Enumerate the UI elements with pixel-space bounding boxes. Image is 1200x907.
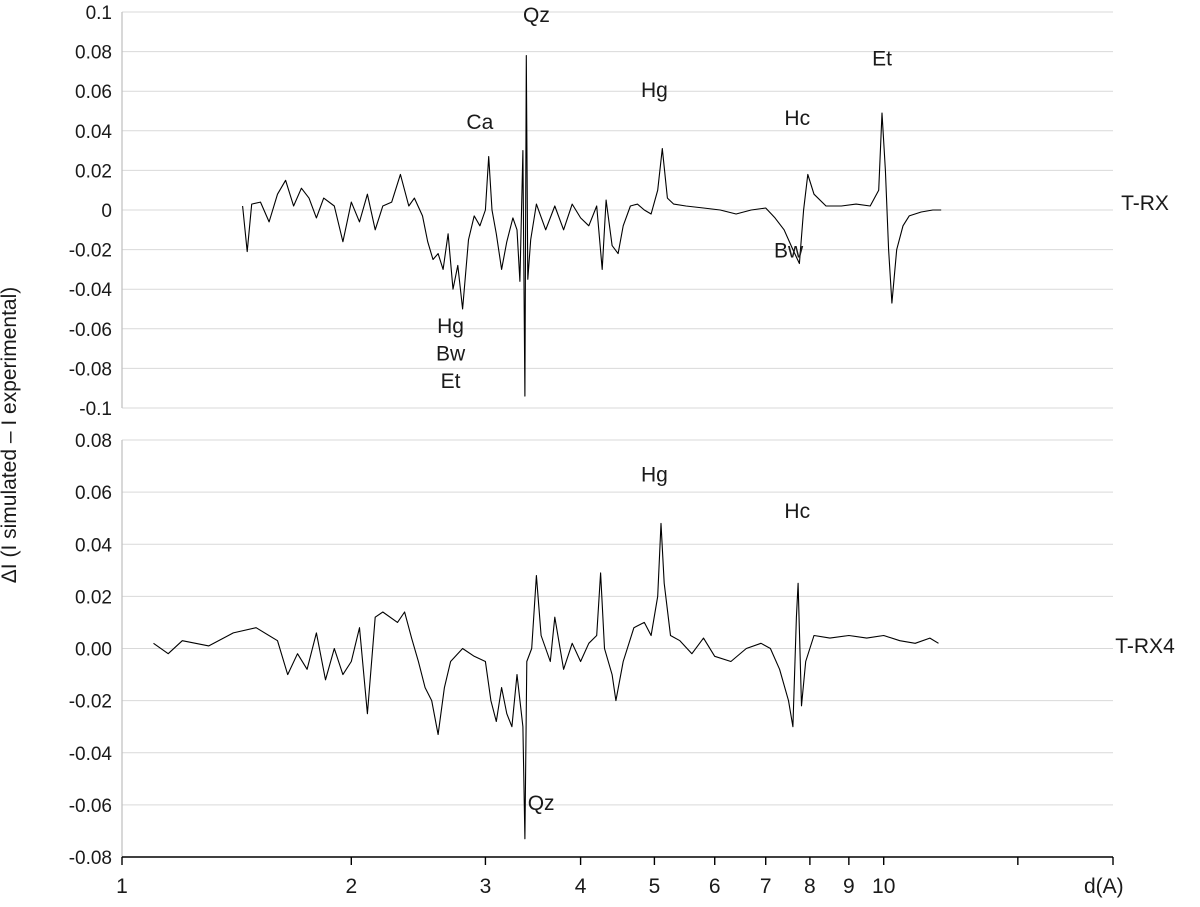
y-tick-label: 0.08 [75,431,112,452]
x-tick-label: 10 [872,875,895,898]
y-tick-label: 0.1 [86,3,112,24]
x-axis-label: d(A) [1084,875,1124,898]
peak-annotation: Et [872,47,892,70]
peak-annotation: Hc [784,500,810,523]
peak-annotation: Bw [436,342,466,365]
x-tick-label: 5 [649,875,661,898]
x-tick-label: 7 [760,875,772,898]
series-label: T-RX4 [1115,635,1175,658]
y-tick-label: -0.08 [69,359,112,380]
y-tick-label: 0.02 [75,161,112,182]
peak-annotation: Hg [437,315,464,338]
y-tick-label: -0.04 [69,744,113,765]
series-layer [153,55,942,840]
series-line-t-rx4 [153,522,939,840]
y-tick-label: 0.02 [75,587,112,608]
peak-annotation: Qz [523,4,550,27]
y-axis-label: ΔI (I simulated – I experimental) [0,287,21,583]
y-tick-label: -0.02 [69,692,112,713]
axis-layer [121,12,1114,865]
y-tick-label: -0.04 [69,280,113,301]
series-line-t-rx [242,55,942,397]
peak-annotation: Hg [641,464,668,487]
x-tick-label: 9 [843,875,855,898]
y-tick-label: -0.02 [69,241,112,262]
x-tick-label: 1 [116,875,128,898]
x-tick-label: 6 [709,875,721,898]
x-tick-label: 4 [575,875,587,898]
y-tick-label: -0.06 [69,320,112,341]
y-tick-label: 0.04 [75,535,112,556]
y-tick-label: 0.06 [75,483,112,504]
peak-annotation: Et [441,370,461,393]
grid-layer [122,11,1113,858]
peak-annotation: Bw [774,240,804,263]
y-tick-label: 0.00 [75,640,112,661]
y-tick-label: -0.08 [69,848,112,869]
peak-annotation: Hc [784,107,810,130]
peak-annotation: Ca [466,111,493,134]
x-tick-label: 3 [480,875,492,898]
peak-annotation: Qz [528,792,555,815]
peak-annotation: Hg [641,79,668,102]
y-tick-label: -0.06 [69,796,112,817]
y-tick-label: -0.1 [79,399,112,420]
x-tick-label: 8 [804,875,816,898]
y-tick-label: 0.04 [75,122,112,143]
y-tick-label: 0 [101,201,112,222]
y-tick-label: 0.08 [75,43,112,64]
x-tick-label: 2 [345,875,357,898]
series-label: T-RX [1121,192,1169,215]
label-layer: 0.1 0.08 0.06 0.04 0.02 0 -0.02 -0.04 -0.06 -0.08… [69,3,1175,898]
y-tick-label: 0.06 [75,82,112,103]
